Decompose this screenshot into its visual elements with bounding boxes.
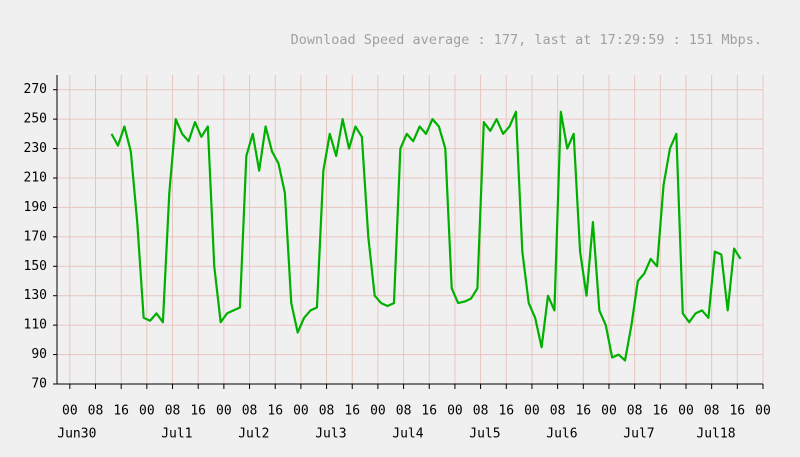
x-day-label: Jul4 — [392, 427, 423, 442]
y-tick-label: 170 — [24, 229, 47, 244]
x-tick-label: 08 — [242, 404, 258, 419]
x-day-label: Jul7 — [623, 427, 654, 442]
y-tick-label: 210 — [24, 171, 47, 186]
y-tick-label: 70 — [31, 377, 47, 392]
x-day-label: Jul18 — [696, 427, 735, 442]
chart-title: Download Speed average : 177, last at 17… — [291, 32, 762, 48]
x-tick-label: 08 — [550, 404, 566, 419]
y-tick-label: 270 — [24, 82, 47, 97]
y-tick-label: 150 — [24, 259, 47, 274]
x-tick-label: 08 — [319, 404, 335, 419]
x-tick-label: 16 — [421, 404, 437, 419]
x-tick-label: 00 — [524, 404, 540, 419]
data-line — [110, 110, 742, 362]
x-tick-label: 00 — [370, 404, 386, 419]
x-tick-label: 00 — [293, 404, 309, 419]
x-tick-label: 00 — [447, 404, 463, 419]
x-tick-label: 00 — [678, 404, 694, 419]
x-tick-label: 08 — [165, 404, 181, 419]
y-tick-label: 130 — [24, 288, 47, 303]
x-tick-label: 16 — [267, 404, 283, 419]
x-tick-label: 00 — [62, 404, 78, 419]
x-tick-label: 00 — [216, 404, 232, 419]
x-tick-label: 16 — [729, 404, 745, 419]
x-tick-label: 16 — [190, 404, 206, 419]
x-tick-label: 08 — [88, 404, 104, 419]
x-day-label: Jul5 — [469, 427, 500, 442]
x-tick-label: 00 — [755, 404, 771, 419]
y-tick-label: 190 — [24, 200, 47, 215]
x-day-label: Jul1 — [161, 427, 192, 442]
x-tick-label: 00 — [601, 404, 617, 419]
y-tick-label: 90 — [31, 347, 47, 362]
x-day-label: Jun30 — [57, 427, 96, 442]
y-tick-label: 230 — [24, 141, 47, 156]
y-tick-label: 110 — [24, 318, 47, 333]
x-day-label: Jul2 — [238, 427, 269, 442]
x-tick-label: 16 — [652, 404, 668, 419]
y-tick-label: 250 — [24, 112, 47, 127]
x-tick-label: 16 — [498, 404, 514, 419]
x-tick-label: 16 — [344, 404, 360, 419]
x-tick-label: 08 — [396, 404, 412, 419]
x-tick-label: 08 — [704, 404, 720, 419]
x-day-label: Jul3 — [315, 427, 346, 442]
x-tick-label: 08 — [627, 404, 643, 419]
x-tick-label: 16 — [113, 404, 129, 419]
x-day-label: Jul6 — [546, 427, 577, 442]
x-tick-label: 16 — [575, 404, 591, 419]
x-tick-label: 08 — [473, 404, 489, 419]
x-tick-label: 00 — [139, 404, 155, 419]
